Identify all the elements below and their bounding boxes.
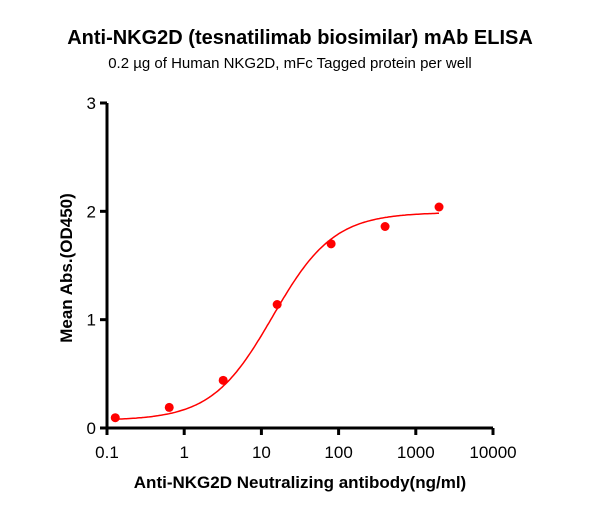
fit-curve (115, 212, 439, 420)
data-point (164, 402, 174, 412)
data-point (218, 375, 228, 385)
x-tick-label: 0.1 (95, 443, 119, 462)
data-point (326, 239, 336, 249)
x-tick-label: 1000 (397, 443, 435, 462)
x-tick-label: 100 (324, 443, 352, 462)
x-tick-label: 1 (179, 443, 188, 462)
data-point (110, 413, 120, 423)
x-tick-label: 10000 (469, 443, 516, 462)
x-axis-label: Anti-NKG2D Neutralizing antibody(ng/ml) (134, 473, 466, 492)
y-tick-label: 2 (87, 202, 96, 221)
y-axis-label: Mean Abs.(OD450) (57, 193, 76, 343)
data-point (272, 300, 282, 309)
data-point (380, 222, 390, 231)
data-point (434, 202, 444, 212)
x-tick-label: 10 (252, 443, 271, 462)
chart-subtitle: 0.2 µg of Human NKG2D, mFc Tagged protei… (108, 55, 472, 72)
y-tick-label: 0 (87, 419, 96, 438)
y-tick-label: 3 (87, 94, 96, 113)
y-tick-label: 1 (87, 311, 96, 330)
chart-title: Anti-NKG2D (tesnatilimab biosimilar) mAb… (67, 27, 533, 49)
